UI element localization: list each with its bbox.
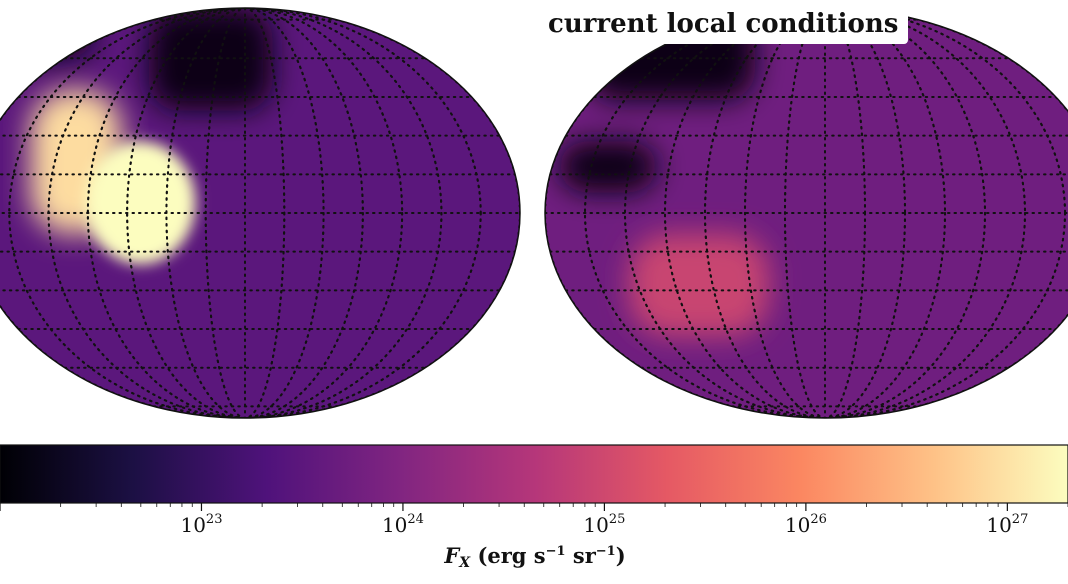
- axis-units-suffix: ): [615, 543, 626, 568]
- right-hemisphere-low-flux-region: [559, 141, 657, 193]
- axis-symbol: F: [444, 543, 460, 568]
- left-hemisphere-low-flux-region: [148, 8, 273, 111]
- colorbar-tick-label: 1027: [986, 512, 1029, 537]
- right-hemisphere-high-flux-regions: [629, 233, 769, 336]
- right-hemisphere-meridian: [664, 8, 986, 418]
- colorbar-tick-label: 1024: [381, 512, 424, 537]
- axis-exp-2: −1: [595, 544, 616, 559]
- axis-units-mid: sr: [565, 543, 596, 568]
- axis-subscript: X: [459, 555, 471, 571]
- left-hemisphere-meridian: [8, 8, 482, 418]
- left-hemisphere-meridian: [126, 8, 364, 418]
- colorbar-tick-label: 1023: [180, 512, 223, 537]
- colorbar-tick-label: 1026: [784, 512, 827, 537]
- panel-label: current local conditions: [538, 4, 909, 44]
- axis-units-prefix: (erg s: [477, 543, 546, 568]
- colorbar: [0, 444, 1068, 504]
- left-hemisphere-peak-flux: [85, 141, 196, 265]
- axis-exp-1: −1: [545, 544, 566, 559]
- right-hemisphere-high-flux-region: [629, 233, 769, 336]
- left-hemisphere-low-flux-region: [0, 8, 94, 60]
- right-hemisphere-graticule: [545, 8, 1068, 418]
- colorbar-ticks: [0, 503, 1068, 511]
- colorbar-tick-label: 1025: [583, 512, 626, 537]
- right-hemisphere-meridian: [704, 8, 946, 418]
- left-hemisphere-map: [0, 8, 520, 418]
- left-hemisphere-outline: [0, 7, 521, 419]
- colorbar-axis-label: FX (erg s−1 sr−1): [444, 543, 625, 571]
- left-hemisphere-graticule: [0, 8, 520, 418]
- right-hemisphere-map: [545, 8, 1068, 418]
- panel-label-text: current local conditions: [548, 9, 899, 39]
